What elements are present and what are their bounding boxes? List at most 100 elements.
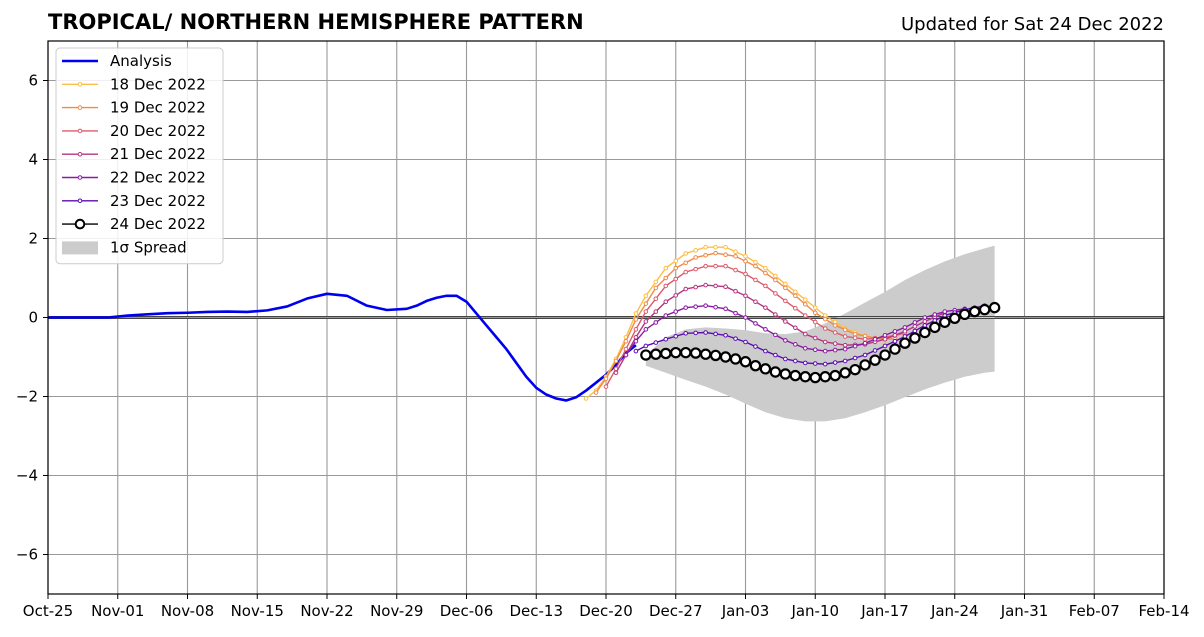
- x-tick-label: Feb-14: [1138, 602, 1189, 620]
- forecast-point: [673, 293, 679, 298]
- forecast-point: [743, 253, 748, 259]
- forecast-point: [683, 251, 689, 256]
- forecast-point: [689, 347, 702, 359]
- forecast-point: [852, 355, 858, 361]
- x-tick-label: Dec-13: [509, 602, 563, 620]
- forecast-point: [753, 277, 758, 283]
- forecast-point: [643, 327, 649, 332]
- forecast-point: [862, 340, 868, 346]
- forecast-point: [623, 352, 629, 358]
- y-tick-label: 6: [28, 72, 38, 90]
- forecast-point: [603, 384, 609, 389]
- forecast-point: [753, 263, 758, 269]
- forecast-point: [709, 349, 722, 362]
- forecast-point: [703, 282, 708, 288]
- forecast-point: [703, 252, 708, 258]
- forecast-point: [793, 358, 798, 364]
- forecast-point: [959, 308, 971, 321]
- forecast-point: [802, 346, 808, 351]
- legend: Analysis 18 Dec 2022 19 Dec 2022 20 Dec 202…: [55, 47, 224, 265]
- forecast-point: [988, 301, 1001, 314]
- forecast-point: [723, 332, 728, 338]
- forecast-point: [729, 353, 742, 365]
- forecast-point: [723, 244, 728, 250]
- forecast-point: [882, 336, 888, 342]
- forecast-point: [919, 326, 931, 339]
- forecast-point: [753, 259, 758, 265]
- forecast-point: [733, 253, 738, 259]
- forecast-point: [603, 376, 609, 382]
- y-tick-label: 2: [28, 230, 38, 248]
- forecast-point: [842, 346, 848, 352]
- forecast-point: [849, 363, 861, 376]
- forecast-point: [789, 369, 802, 382]
- forecast-point: [703, 330, 708, 335]
- legend-marker: [77, 175, 83, 180]
- forecast-point: [633, 348, 639, 354]
- forecast-point: [633, 311, 639, 316]
- forecast-point: [713, 331, 718, 337]
- legend-box: [55, 47, 224, 265]
- forecast-point: [693, 248, 698, 253]
- forecast-line: [615, 284, 946, 374]
- forecast-point: [862, 352, 868, 358]
- forecast-point: [822, 316, 828, 322]
- x-tick-label: Oct-25: [23, 602, 73, 620]
- forecast-point: [773, 332, 778, 338]
- forecast-point: [733, 288, 738, 294]
- legend-label: 22 Dec 2022: [110, 169, 206, 187]
- y-tick-label: −6: [16, 546, 38, 564]
- forecast-point: [882, 343, 888, 349]
- legend-marker: [77, 105, 83, 110]
- forecast-point: [680, 346, 692, 359]
- forecast-point: [773, 352, 778, 358]
- forecast-point: [802, 301, 808, 307]
- forecast-point: [852, 343, 858, 349]
- forecast-point: [809, 371, 821, 384]
- x-tick-label: Nov-22: [300, 602, 353, 620]
- forecast-point: [683, 331, 689, 336]
- forecast-point: [793, 289, 798, 295]
- forecast-point: [892, 338, 898, 344]
- forecast-point: [773, 291, 778, 296]
- forecast-point: [978, 303, 991, 316]
- forecast-point: [899, 337, 911, 349]
- x-tick-label: Dec-20: [579, 602, 633, 620]
- y-tick-label: 0: [28, 309, 38, 327]
- forecast-point: [749, 359, 762, 372]
- x-tick-label: Jan-03: [721, 602, 770, 620]
- forecast-point: [670, 346, 682, 359]
- legend-label: Analysis: [110, 52, 172, 70]
- forecast-point: [613, 358, 619, 364]
- forecast-point: [583, 396, 589, 401]
- forecast-point: [859, 359, 871, 371]
- forecast-point: [753, 299, 758, 305]
- legend-marker: [77, 82, 83, 87]
- forecast-point: [929, 321, 941, 334]
- x-tick-label: Dec-06: [440, 602, 494, 620]
- forecast-point: [753, 344, 758, 349]
- forecast-point: [643, 301, 649, 306]
- forecast-point: [932, 312, 938, 317]
- forecast-point: [922, 323, 928, 328]
- forecast-point: [892, 332, 898, 338]
- forecast-point: [763, 265, 768, 271]
- forecast-point: [733, 336, 738, 341]
- forecast-point: [812, 305, 818, 310]
- x-tick-label: Dec-27: [649, 602, 703, 620]
- y-tick-label: 4: [28, 151, 38, 169]
- forecast-point: [773, 273, 778, 279]
- forecast-point: [623, 346, 629, 352]
- forecast-point: [683, 286, 689, 292]
- forecast-point: [743, 271, 748, 277]
- forecast-point: [832, 330, 838, 335]
- legend-marker: [77, 198, 83, 204]
- forecast-point: [909, 332, 921, 344]
- forecast-point: [832, 341, 838, 346]
- x-tick-label: Nov-15: [231, 602, 284, 620]
- legend-label: 19 Dec 2022: [110, 99, 206, 117]
- forecast-point: [842, 327, 848, 333]
- forecast-point: [773, 312, 778, 317]
- forecast-point: [872, 348, 878, 353]
- forecast-point: [793, 342, 798, 347]
